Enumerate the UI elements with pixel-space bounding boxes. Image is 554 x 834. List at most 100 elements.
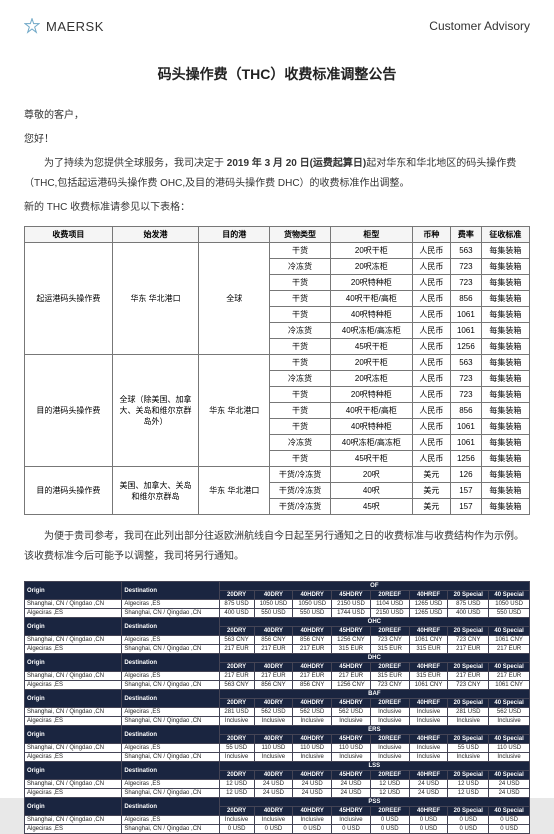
para1-pre: 为了持续为您提供全球服务，我司决定于 — [44, 158, 227, 169]
cell-value: 人民币 — [412, 339, 450, 355]
ref-cell: 217 EUR — [332, 672, 371, 681]
cell-value: 干货 — [270, 451, 331, 467]
ref-subheader: 20DRY — [219, 735, 254, 744]
ref-subheader: 40HREF — [409, 663, 448, 672]
ref-subheader: 20DRY — [219, 699, 254, 708]
ref-table-row: Shanghai, CN / Qingdao ,CNAlgeciras ,ES2… — [25, 672, 530, 681]
ref-cell: 12 USD — [219, 780, 254, 789]
ref-subheader: 20DRY — [219, 627, 254, 636]
ref-cell: 24 USD — [254, 789, 293, 798]
ref-cell: Inclusive — [489, 717, 530, 726]
ref-subheader: 40DRY — [254, 807, 293, 816]
ref-cell: 217 EUR — [254, 672, 293, 681]
ref-cell: 110 USD — [332, 744, 371, 753]
main-table-header: 币种 — [412, 227, 450, 243]
ref-cell: 24 USD — [409, 780, 448, 789]
cell-value: 20呎 — [330, 467, 412, 483]
ref-cell: 562 USD — [254, 708, 293, 717]
cell-value: 每集装箱 — [481, 419, 529, 435]
ref-subheader: 20REEF — [370, 699, 409, 708]
cell-value: 20呎特种柜 — [330, 275, 412, 291]
cell-value: 干货/冷冻货 — [270, 499, 331, 515]
ref-cell: Shanghai, CN / Qingdao ,CN — [25, 672, 122, 681]
ref-subheader: 40DRY — [254, 735, 293, 744]
ref-subheader: 20 Special — [448, 663, 489, 672]
ref-cell: 1061 CNY — [489, 681, 530, 690]
ref-header: Origin — [25, 618, 122, 636]
ref-cell: 0 USD — [293, 825, 332, 834]
main-table-row: 起运港码头操作费华东 华北港口全球干货20呎干柜人民币563每集装箱 — [25, 243, 530, 259]
ref-cell: Algeciras ,ES — [122, 780, 219, 789]
ref-subheader: 40HDRY — [293, 771, 332, 780]
cell-value: 563 — [451, 355, 482, 371]
ref-cell: 2150 USD — [370, 609, 409, 618]
cell-value: 40呎干柜/高柜 — [330, 403, 412, 419]
ref-header: Destination — [122, 618, 219, 636]
ref-subheader: 20 Special — [448, 735, 489, 744]
ref-section-label: OHC — [219, 618, 529, 627]
ref-cell: 24 USD — [293, 780, 332, 789]
ref-cell: Inclusive — [293, 753, 332, 762]
ref-cell: 856 CNY — [293, 681, 332, 690]
maersk-star-icon — [24, 18, 40, 34]
cell-category: 目的港码头操作费 — [25, 467, 113, 515]
ref-header: Origin — [25, 762, 122, 780]
ref-cell: 1104 USD — [370, 600, 409, 609]
ref-subheader: 20DRY — [219, 807, 254, 816]
ref-cell: Shanghai, CN / Qingdao ,CN — [122, 609, 219, 618]
ref-cell: Inclusive — [254, 717, 293, 726]
cell-value: 每集装箱 — [481, 371, 529, 387]
cell-value: 人民币 — [412, 435, 450, 451]
cell-value: 每集装箱 — [481, 243, 529, 259]
ref-cell: 723 CNY — [448, 636, 489, 645]
ref-cell: Inclusive — [254, 753, 293, 762]
ref-table-row: Algeciras ,ESShanghai, CN / Qingdao ,CN2… — [25, 645, 530, 654]
ref-cell: 1050 USD — [293, 600, 332, 609]
cell-value: 每集装箱 — [481, 307, 529, 323]
ref-header: Destination — [122, 762, 219, 780]
ref-subheader: 40HDRY — [293, 807, 332, 816]
cell-value: 45呎干柜 — [330, 339, 412, 355]
ref-subheader: 45HDRY — [332, 591, 371, 600]
cell-value: 人民币 — [412, 307, 450, 323]
ref-cell: 1256 CNY — [332, 636, 371, 645]
ref-cell: 562 USD — [489, 708, 530, 717]
ref-table-row: Shanghai, CN / Qingdao ,CNAlgeciras ,ESI… — [25, 816, 530, 825]
cell-origin: 美国、加拿大、关岛和维尔京群岛 — [112, 467, 199, 515]
cell-value: 20呎特种柜 — [330, 387, 412, 403]
cell-value: 126 — [451, 467, 482, 483]
ref-cell: 875 USD — [448, 600, 489, 609]
ref-cell: Inclusive — [370, 753, 409, 762]
ref-header: Destination — [122, 582, 219, 600]
ref-section-label: DHC — [219, 654, 529, 663]
ref-cell: Shanghai, CN / Qingdao ,CN — [25, 600, 122, 609]
cell-value: 每集装箱 — [481, 483, 529, 499]
ref-cell: 562 USD — [293, 708, 332, 717]
ref-cell: 12 USD — [448, 780, 489, 789]
ref-subheader: 40HDRY — [293, 627, 332, 636]
cell-value: 人民币 — [412, 243, 450, 259]
cell-value: 干货 — [270, 355, 331, 371]
cell-value: 冷冻货 — [270, 323, 331, 339]
ref-cell: Algeciras ,ES — [25, 681, 122, 690]
ref-cell: 24 USD — [489, 780, 530, 789]
cell-value: 40呎特种柜 — [330, 419, 412, 435]
ref-cell: Inclusive — [409, 717, 448, 726]
ref-cell: 217 EUR — [448, 645, 489, 654]
cell-value: 干货 — [270, 243, 331, 259]
ref-subheader: 20 Special — [448, 807, 489, 816]
ref-subheader: 20 Special — [448, 591, 489, 600]
ref-cell: Inclusive — [409, 753, 448, 762]
main-table-row: 目的港码头操作费全球（除美国、加拿大、关岛和维尔京群岛外）华东 华北港口干货20… — [25, 355, 530, 371]
ref-cell: Algeciras ,ES — [25, 645, 122, 654]
cell-value: 冷冻货 — [270, 259, 331, 275]
paragraph-2: 新的 THC 收费标准请参见以下表格： — [24, 198, 530, 218]
cell-value: 856 — [451, 403, 482, 419]
ref-cell: 12 USD — [219, 789, 254, 798]
cell-value: 每集装箱 — [481, 275, 529, 291]
ref-cell: Algeciras ,ES — [25, 609, 122, 618]
cell-origin: 华东 华北港口 — [112, 243, 199, 355]
ref-cell: Inclusive — [332, 816, 371, 825]
cell-value: 723 — [451, 275, 482, 291]
cell-value: 每集装箱 — [481, 403, 529, 419]
